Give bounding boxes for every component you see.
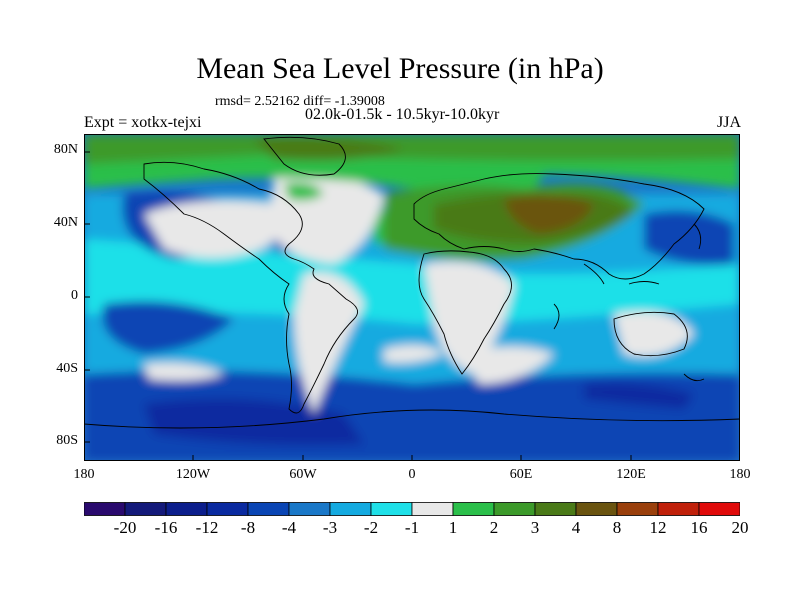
colorbar-swatch [288,502,331,516]
lon-tick-120w: 120W [175,467,211,482]
colorbar-label: 12 [649,518,667,537]
colorbar-label: 20 [731,518,749,537]
colorbar-swatch [165,502,208,516]
colorbar-label: 16 [690,518,708,537]
colorbar-label: -8 [240,518,256,537]
pressure-anomaly-map [84,134,740,461]
pressure-field [84,134,740,461]
colorbar-swatch [370,502,413,516]
colorbar-swatch [124,502,167,516]
colorbar-swatch [206,502,249,516]
colorbar [84,502,740,516]
rmsd-diff-stats: rmsd= 2.52162 diff= -1.39008 [215,94,385,109]
lon-tick-0: 0 [408,467,416,482]
colorbar-label: 2 [489,518,499,537]
season-label: JJA [717,114,742,131]
lat-tick-0: 0 [71,288,78,303]
colorbar-swatch [575,502,618,516]
colorbar-swatch [534,502,577,516]
experiment-label: Expt = xotkx-tejxi [84,114,202,131]
colorbar-label: -20 [113,518,137,537]
lat-tick-40n: 40N [53,215,78,230]
colorbar-swatch [452,502,495,516]
lat-tick-80n: 80N [53,142,78,157]
colorbar-label: -2 [363,518,379,537]
map-title: Mean Sea Level Pressure (in hPa) [196,52,604,85]
colorbar-swatch [616,502,659,516]
coastlines [84,136,740,429]
colorbar-label: 3 [530,518,540,537]
colorbar-label: -12 [195,518,219,537]
colorbar-swatch [247,502,290,516]
axis-ticks [84,151,632,461]
colorbar-swatch [493,502,536,516]
colorbar-swatch [329,502,372,516]
colorbar-label: -16 [154,518,178,537]
period-label: 02.0k-01.5k - 10.5kyr-10.0kyr [305,106,500,123]
lon-tick-180w: 180 [73,467,95,482]
colorbar-swatch [411,502,454,516]
colorbar-label: 1 [448,518,458,537]
lon-tick-60w: 60W [289,467,317,482]
colorbar-swatch [698,502,740,516]
colorbar-label: 8 [612,518,622,537]
lat-tick-80s: 80S [56,433,78,448]
colorbar-label: 4 [571,518,581,537]
lon-tick-60e: 60E [509,467,533,482]
lon-tick-120e: 120E [616,467,646,482]
colorbar-label: -4 [281,518,297,537]
lon-tick-180e: 180 [729,467,751,482]
colorbar-label: -3 [322,518,338,537]
colorbar-label: -1 [404,518,420,537]
colorbar-swatch [84,502,126,516]
colorbar-swatch [657,502,700,516]
lat-tick-40s: 40S [56,361,78,376]
